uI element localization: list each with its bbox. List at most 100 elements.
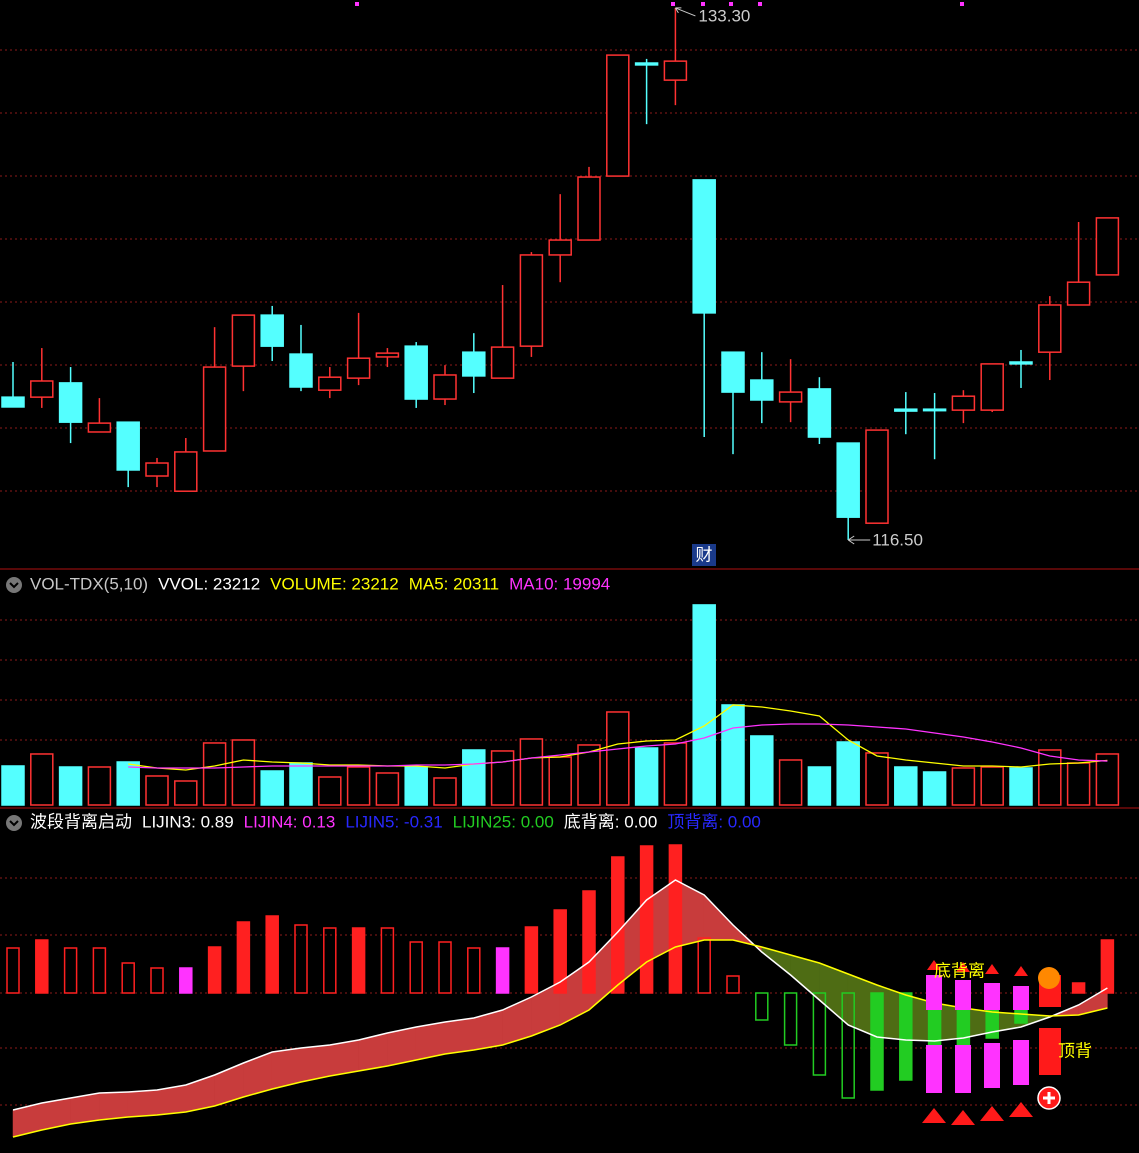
volume-bar (318, 776, 342, 806)
indicator-bar (899, 992, 913, 1081)
ma-line (128, 704, 1108, 771)
band-fill (329, 1039, 359, 1077)
candle-body (951, 395, 976, 411)
slow-line (12, 939, 1108, 1138)
signal-block (984, 983, 1000, 1010)
legend-entry: LIJIN5: -0.31 (345, 812, 442, 831)
signal-block (984, 1043, 1000, 1088)
indicator-bar (63, 947, 78, 994)
up-arrows (922, 1102, 1033, 1125)
candle-body (318, 376, 342, 391)
candle-body (404, 345, 428, 400)
signal-block (926, 1045, 942, 1093)
marker-text: 财 (696, 545, 713, 564)
marker-dot (355, 2, 359, 6)
candle-body (1, 396, 25, 408)
candle-body (1038, 304, 1062, 353)
candle-body (87, 422, 112, 433)
signal-block (955, 980, 971, 1010)
band-fill (99, 1091, 129, 1121)
candle-body (606, 54, 630, 177)
legend-entry: VOL-TDX(5,10) (30, 574, 148, 593)
indicator-bar (611, 856, 625, 994)
divergence-signals (922, 960, 1061, 1125)
marker-dot (758, 2, 762, 6)
indicator-bar (467, 947, 481, 994)
legend-entry: VVOL: 23212 (158, 574, 260, 593)
indicator-bar (236, 921, 251, 994)
volume-bar (231, 739, 256, 806)
toggle-icon[interactable] (6, 815, 22, 831)
candle-body (116, 421, 140, 471)
volume-bar (577, 744, 601, 806)
marker-badge[interactable] (692, 544, 716, 566)
volume-bar (1038, 749, 1062, 806)
indicator-bar (495, 947, 510, 994)
legend-entry: LIJIN3: 0.89 (142, 812, 234, 831)
volume-bar (1095, 753, 1120, 806)
band-fill (444, 1017, 475, 1055)
indicator-bar (639, 845, 654, 994)
signal-circle (1038, 967, 1060, 989)
indicator-bar (438, 941, 452, 994)
candle-body (663, 60, 688, 81)
toggle-chevron (9, 582, 19, 589)
volume-bar (260, 770, 284, 806)
candle-body (807, 388, 832, 438)
legend-entry: VOLUME: 23212 (270, 574, 399, 593)
volume-bar (922, 771, 947, 806)
candle-body (865, 429, 889, 524)
panel-toggle[interactable] (6, 577, 22, 593)
volume-bar (30, 753, 54, 806)
indicator-bar (726, 975, 740, 994)
volume-bar (58, 766, 83, 806)
marker-dot (729, 2, 733, 6)
indicator-bar (755, 992, 769, 1021)
candle-body (145, 462, 169, 477)
legend-entry: MA5: 20311 (409, 574, 499, 593)
legend-entry: LIJIN4: 0.13 (244, 812, 336, 831)
toggle-icon[interactable] (6, 577, 22, 593)
candle-body (922, 408, 947, 412)
volume-bar (951, 767, 976, 806)
candle-body (1009, 361, 1033, 365)
fast-line (12, 879, 1108, 1111)
volume-bar (404, 766, 428, 806)
volume-bar (807, 766, 832, 806)
volume-bar (721, 704, 745, 806)
volume-bar (1009, 767, 1033, 806)
band-fill (703, 894, 734, 941)
candle-body (375, 352, 400, 358)
signal-block (1013, 986, 1029, 1010)
volume-bar (606, 711, 630, 806)
volume-bar (346, 766, 371, 806)
volume-bar (778, 759, 803, 806)
volume-bar (490, 750, 515, 806)
candle-body (289, 353, 313, 388)
volume-bar (980, 766, 1004, 806)
up-arrows (927, 960, 1028, 976)
indicator-bar (121, 962, 135, 994)
legend-entry: 波段背离启动 (30, 812, 132, 831)
volume-bar (1066, 762, 1091, 806)
volume-bar (836, 741, 860, 806)
panel-toggle[interactable] (6, 815, 22, 831)
plus-icon (1043, 1092, 1055, 1104)
indicator-bar (841, 992, 855, 1099)
candle-body (750, 379, 774, 401)
band-fill (127, 1089, 158, 1118)
signal-block (955, 1045, 971, 1093)
signal-block (1013, 1040, 1029, 1085)
min-label: 116.50 (872, 530, 923, 549)
volume-bar (692, 604, 716, 806)
indicator-bar (179, 967, 193, 994)
extreme-arrow (674, 7, 696, 17)
legend-entry: LIJIN25: 0.00 (453, 812, 554, 831)
top-markers (355, 2, 964, 6)
marker-dot (701, 2, 705, 6)
candle-body (1066, 281, 1091, 306)
indicator-bar (207, 946, 222, 994)
signal-text: 顶背 (1058, 1041, 1092, 1060)
candle-body (346, 357, 371, 379)
